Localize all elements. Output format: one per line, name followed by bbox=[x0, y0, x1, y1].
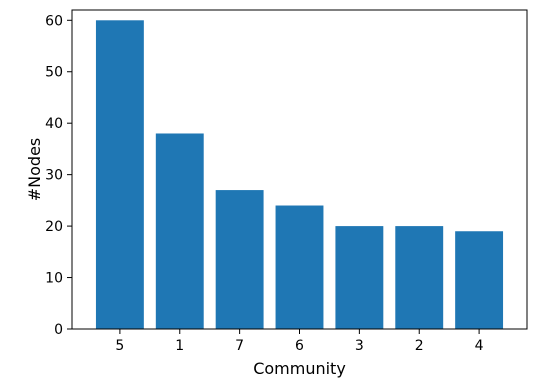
y-axis-ticks: 0 10 20 30 40 50 60 bbox=[45, 13, 72, 338]
y-axis-label: #Nodes bbox=[25, 138, 44, 202]
x-tick-label: 7 bbox=[235, 338, 244, 354]
y-tick-label: 30 bbox=[45, 168, 63, 184]
x-axis-label: Community bbox=[253, 359, 346, 378]
y-tick-label: 0 bbox=[54, 322, 63, 338]
x-tick-label: 5 bbox=[115, 338, 124, 354]
y-tick-label: 60 bbox=[45, 13, 63, 29]
y-tick-label: 50 bbox=[45, 65, 63, 81]
y-tick-label: 10 bbox=[45, 271, 63, 287]
y-tick-label: 20 bbox=[45, 219, 63, 235]
x-axis-ticks: 5 1 7 6 3 2 4 bbox=[115, 329, 484, 354]
bars-group bbox=[95, 20, 504, 330]
bar-community-7 bbox=[215, 190, 264, 329]
x-tick-label: 1 bbox=[175, 338, 184, 354]
bar-community-6 bbox=[275, 205, 324, 329]
bar-community-2 bbox=[395, 226, 444, 329]
bar-community-4 bbox=[455, 231, 504, 329]
x-tick-label: 4 bbox=[475, 338, 484, 354]
bar-community-3 bbox=[335, 226, 384, 329]
x-tick-label: 6 bbox=[295, 338, 304, 354]
y-tick-label: 40 bbox=[45, 116, 63, 132]
bar-community-5 bbox=[95, 20, 144, 330]
plot-frame bbox=[71, 9, 528, 330]
x-tick-label: 2 bbox=[415, 338, 424, 354]
x-tick-label: 3 bbox=[355, 338, 364, 354]
bar-community-1 bbox=[155, 133, 204, 329]
